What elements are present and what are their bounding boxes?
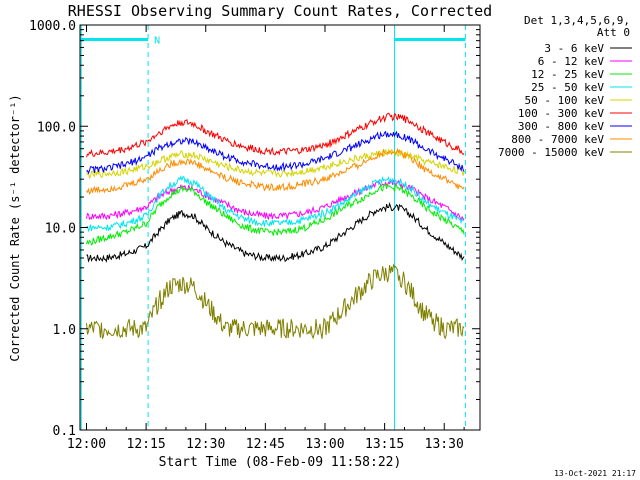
x-tick-label-6: 13:30 — [425, 437, 464, 452]
legend-label-0: 3 - 6 keV — [544, 42, 604, 55]
legend-label-3: 25 - 50 keV — [531, 81, 604, 94]
series-lines — [86, 112, 465, 340]
y-tick-label-3: 100.0 — [37, 120, 76, 135]
legend-label-6: 300 - 800 keV — [518, 120, 604, 133]
x-tick-label-1: 12:15 — [127, 437, 166, 452]
y-tick-label-4: 1000.0 — [29, 19, 76, 34]
series-line-5 — [86, 112, 465, 158]
x-tick-label-5: 13:15 — [365, 437, 404, 452]
x-tick-label-3: 12:45 — [246, 437, 285, 452]
x-axis-label: Start Time (08-Feb-09 11:58:22) — [159, 455, 402, 470]
x-tick-label-4: 13:00 — [305, 437, 344, 452]
series-line-2 — [86, 183, 465, 246]
legend-label-8: 7000 - 15000 keV — [498, 146, 604, 159]
x-tick-label-0: 12:00 — [67, 437, 106, 452]
footer-date: 13-Oct-2021 21:17 — [554, 469, 636, 478]
chart-title: RHESSI Observing Summary Count Rates, Co… — [68, 2, 492, 20]
x-tick-label-2: 12:30 — [186, 437, 225, 452]
legend-label-5: 100 - 300 keV — [518, 107, 604, 120]
plot-area: 12:00 12:15 12:30 12:45 13:00 13:15 13:30 0.11… — [29, 19, 481, 452]
legend-label-1: 6 - 12 keV — [538, 55, 605, 68]
y-axis-label: Corrected Count Rate (s⁻¹ detector⁻¹) — [8, 94, 22, 361]
legend-header: Det 1,3,4,5,6,9, — [524, 14, 630, 27]
series-line-1 — [86, 179, 465, 221]
y-axis: 0.1 1.0 10.0 100.0 1000.0 — [29, 19, 480, 439]
series-line-8 — [86, 263, 465, 340]
legend-label-7: 800 - 7000 keV — [511, 133, 604, 146]
legend-label-2: 12 - 25 keV — [531, 68, 604, 81]
x-axis: 12:00 12:15 12:30 12:45 13:00 13:15 13:30 — [67, 25, 465, 452]
series-line-7 — [86, 147, 465, 196]
series-line-3 — [86, 175, 465, 233]
legend-subheader: Att 0 — [597, 26, 630, 39]
series-line-6 — [86, 130, 465, 175]
y-tick-label-2: 10.0 — [45, 222, 76, 237]
annotation-n: N — [154, 35, 160, 46]
y-tick-label-1: 1.0 — [53, 323, 76, 338]
series-line-0 — [86, 201, 465, 263]
y-tick-label-0: 0.1 — [53, 424, 76, 439]
legend-label-4: 50 - 100 keV — [525, 94, 605, 107]
